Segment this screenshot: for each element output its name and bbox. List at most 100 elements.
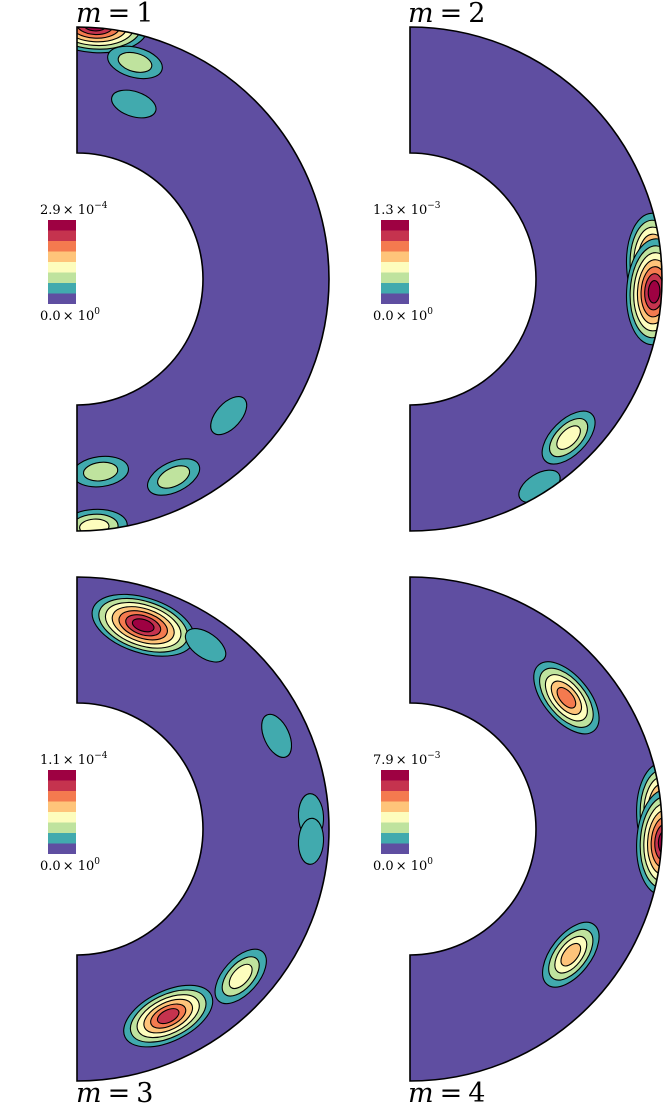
colorbar-swatch — [381, 220, 409, 231]
colorbar-swatch — [48, 822, 76, 834]
colorbar-swatch — [381, 843, 409, 854]
colorbar-swatch — [48, 812, 76, 823]
contour-level-1 — [297, 817, 325, 865]
contour-blob — [77, 455, 130, 488]
colorbar-times: × 10 — [63, 859, 95, 874]
contour-level-6 — [156, 1008, 180, 1025]
panel-m4: m = 4 7.9 × 10−30.0 × 100 — [373, 576, 663, 1108]
colorbar-swatch — [48, 283, 76, 294]
contour-level-6 — [77, 27, 114, 36]
colorbar-max-label: 1.3 × 10−3 — [373, 201, 441, 218]
colorbar-min-mantissa: 0.0 — [40, 309, 61, 324]
contour-blob — [214, 948, 267, 1005]
title-var: m — [76, 1078, 102, 1108]
contour-blob — [123, 984, 214, 1048]
colorbar-swatch — [381, 780, 409, 792]
colorbar-swatch — [48, 272, 76, 284]
title-eq: = — [108, 1078, 131, 1108]
contour-blob — [147, 458, 201, 496]
panel-title: m = 2 — [408, 0, 485, 29]
colorbar-swatch — [48, 293, 76, 304]
colorbar-times: × 10 — [396, 753, 428, 768]
contour-level-7 — [131, 618, 155, 633]
contour-blob — [261, 713, 293, 758]
colorbar-swatch — [381, 293, 409, 304]
contour-level-4 — [560, 942, 582, 967]
contour-level-3 — [556, 425, 581, 450]
colorbar-swatch — [48, 801, 76, 813]
colorbar-max-label: 2.9 × 10−4 — [40, 201, 108, 218]
colorbar-swatch — [381, 770, 409, 781]
title-num: 2 — [468, 0, 485, 29]
contour-blob — [210, 396, 248, 436]
colorbar-swatch — [48, 770, 76, 781]
colorbar-swatch — [48, 251, 76, 263]
contour-blob — [297, 817, 325, 865]
contour-blob — [636, 788, 662, 896]
colorbar-times: × 10 — [396, 309, 428, 324]
panel-title: m = 3 — [76, 1078, 153, 1108]
colorbar: 2.9 × 10−4 0.0 × 10 0 — [40, 201, 108, 324]
colorbar-max-exponent: −4 — [94, 751, 108, 761]
colorbar-swatch — [381, 822, 409, 834]
colorbar-swatch — [381, 241, 409, 252]
panel-m3: m = 3 1.1 × 10−40.0 × 100 — [40, 576, 330, 1108]
contour-blob — [111, 89, 157, 119]
shell-outline — [76, 26, 330, 532]
colorbar-swatch — [48, 230, 76, 242]
contour-level-7 — [647, 280, 661, 304]
panel-title: m = 4 — [408, 1078, 485, 1108]
colorbar-swatch — [381, 812, 409, 823]
colorbar-max-mantissa: 2.9 — [40, 203, 61, 218]
colorbar-swatch — [48, 220, 76, 231]
contour-level-1 — [261, 713, 293, 758]
colorbar-swatch — [381, 833, 409, 844]
contour-blob — [625, 238, 662, 346]
contour-level-2 — [157, 465, 191, 489]
colorbar-min-exponent: 0 — [427, 307, 433, 317]
colorbar-swatch — [381, 251, 409, 263]
contour-blob — [184, 628, 227, 663]
contour-blob — [91, 593, 195, 657]
colorbar-max-mantissa: 1.3 — [373, 203, 394, 218]
contour-level-1 — [111, 89, 157, 119]
contour-level-1 — [210, 396, 248, 436]
colorbar-swatch — [48, 262, 76, 273]
colorbar-times: × 10 — [396, 203, 428, 218]
contour-blobs — [77, 27, 248, 531]
colorbar-min-exponent: 0 — [94, 307, 100, 317]
colorbar-min-mantissa: 0.0 — [373, 309, 394, 324]
colorbar-swatch — [48, 833, 76, 844]
contour-level-3 — [228, 963, 253, 990]
colorbar-max-exponent: −3 — [427, 201, 441, 211]
colorbar-min-mantissa: 0.0 — [40, 859, 61, 874]
colorbar-min-exponent: 0 — [427, 857, 433, 867]
colorbar-times: × 10 — [63, 203, 95, 218]
contour-level-5 — [556, 686, 577, 709]
colorbar-swatch — [381, 791, 409, 802]
colorbar-times: × 10 — [63, 753, 95, 768]
colorbar-min-label: 0.0 × 100 — [373, 857, 433, 874]
title-eq: = — [108, 0, 131, 29]
colorbar-max-label: 1.1 × 10−4 — [40, 751, 108, 768]
colorbar-swatch — [48, 843, 76, 854]
title-eq: = — [440, 0, 463, 29]
colorbar: 1.3 × 10−30.0 × 100 — [373, 201, 441, 324]
title-num: 1 — [136, 0, 153, 29]
colorbar-swatch — [48, 791, 76, 802]
colorbar-swatch — [381, 230, 409, 242]
title-num: 3 — [136, 1078, 153, 1108]
contour-level-2 — [82, 461, 119, 482]
colorbar-max-mantissa: 1.1 — [40, 753, 61, 768]
contour-level-1 — [184, 628, 227, 663]
title-num: 4 — [468, 1078, 485, 1108]
colorbar-min-mantissa: 0.0 — [373, 859, 394, 874]
colorbar-swatch — [381, 272, 409, 284]
shell-outline — [409, 576, 663, 1082]
contour-blob — [541, 410, 596, 465]
contour-level-2 — [117, 51, 153, 73]
colorbar-max-exponent: −4 — [94, 201, 108, 211]
contour-level-6 — [654, 823, 662, 861]
shell-outline — [409, 26, 663, 532]
